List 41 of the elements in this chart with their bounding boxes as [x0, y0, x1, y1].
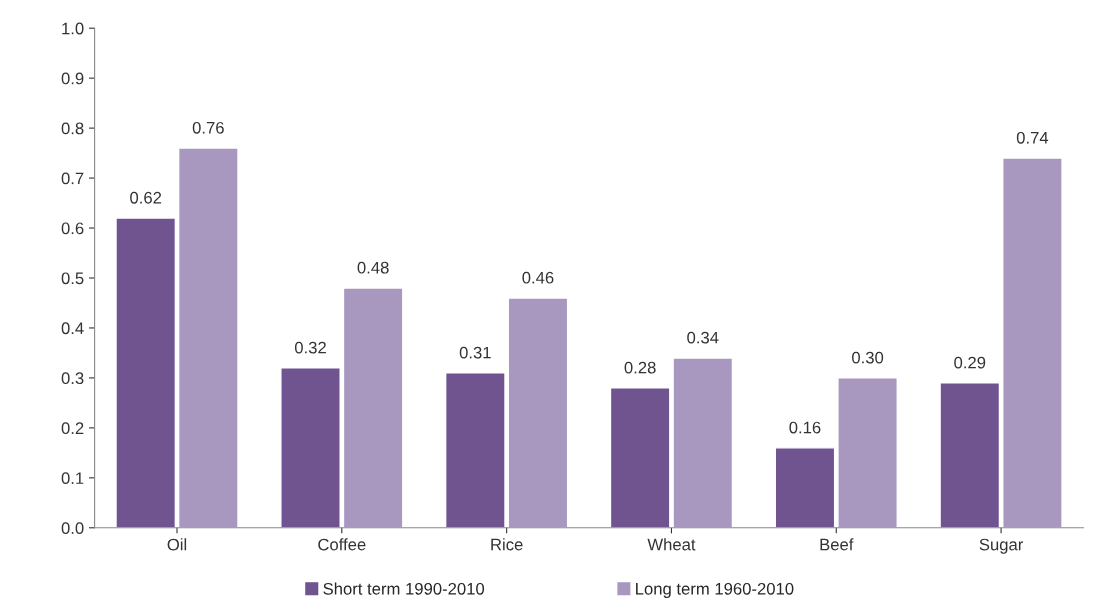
- legend-label: Short term 1990-2010: [323, 582, 485, 595]
- data-label: 0.62: [130, 191, 162, 204]
- x-tick-label: Sugar: [979, 538, 1024, 554]
- y-tick-label: 0.0: [61, 522, 84, 534]
- data-label: 0.76: [192, 121, 224, 134]
- bar: [444, 372, 506, 528]
- bar: [939, 382, 1001, 528]
- data-label: 0.48: [357, 261, 389, 274]
- y-tick-label: 0.9: [61, 72, 84, 85]
- data-label: 0.31: [459, 346, 491, 359]
- y-tick-label: 0.3: [61, 372, 84, 385]
- data-label: 0.32: [294, 341, 326, 354]
- x-tick-label: Beef: [820, 538, 854, 551]
- data-label: 0.34: [687, 331, 719, 344]
- y-tick-label: 0.4: [61, 322, 84, 335]
- data-label: 0.46: [522, 271, 554, 284]
- bar: [1002, 157, 1063, 528]
- y-tick-label: 0.8: [61, 122, 84, 135]
- bar: [342, 287, 404, 528]
- x-tick-label: Wheat: [647, 538, 696, 551]
- x-tick-label: Rice: [491, 538, 523, 551]
- bar: [837, 377, 898, 528]
- bar: [115, 217, 177, 528]
- data-label: 0.30: [852, 351, 884, 364]
- bar: [280, 367, 341, 528]
- bar: [774, 447, 836, 528]
- data-label: 0.29: [954, 356, 986, 369]
- data-label: 0.28: [624, 361, 656, 374]
- data-label: 0.74: [1016, 131, 1049, 144]
- y-tick-label: 0.1: [61, 472, 84, 485]
- data-label: 0.16: [789, 421, 821, 434]
- y-tick-label: 0.7: [61, 172, 84, 185]
- y-tick-label: 0.5: [61, 272, 84, 285]
- bar: [507, 297, 569, 528]
- y-tick-label: 1.0: [62, 22, 84, 35]
- bar: [177, 147, 239, 528]
- y-tick-label: 0.2: [61, 422, 84, 435]
- x-tick-label: Oil: [167, 538, 187, 551]
- legend-label: Long term 1960-2010: [636, 582, 794, 598]
- y-tick-label: 0.6: [61, 222, 84, 235]
- x-tick-label: Coffee: [318, 538, 366, 551]
